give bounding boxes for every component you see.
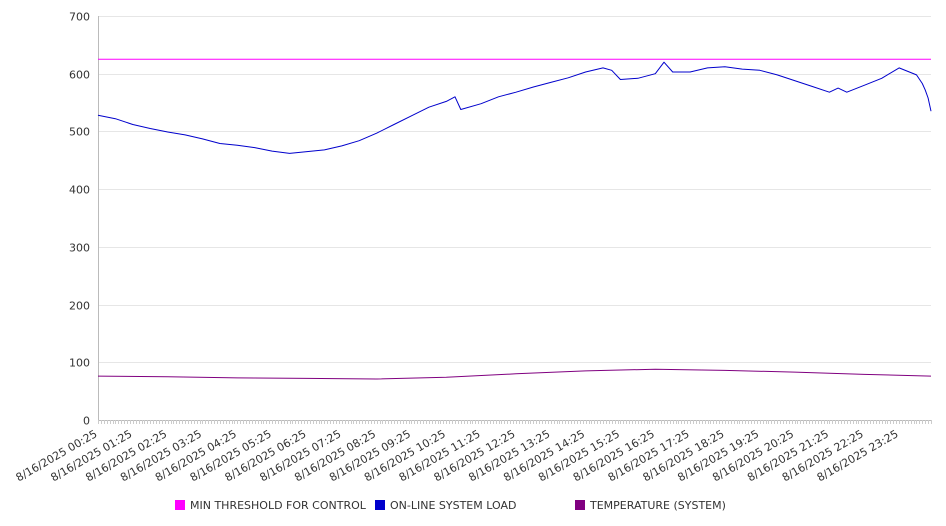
gridlines [98,16,931,363]
x-axis: 8/16/2025 00:258/16/2025 01:258/16/2025 … [14,420,932,484]
y-axis: 0 100 200 300 400 500 600 700 [69,11,99,428]
y-tick-label: 0 [83,415,90,428]
y-tick-label: 400 [69,184,90,197]
y-tick-label: 300 [69,242,90,255]
legend-label: ON-LINE SYSTEM LOAD [390,499,516,512]
legend-label: TEMPERATURE (SYSTEM) [589,499,726,512]
legend-swatch [575,500,585,510]
y-tick-label: 100 [69,357,90,370]
y-tick-label: 600 [69,69,90,82]
legend-swatch [175,500,185,510]
legend: MIN THRESHOLD FOR CONTROL ON-LINE SYSTEM … [175,499,726,512]
legend-swatch [375,500,385,510]
y-tick-label: 700 [69,11,90,24]
y-tick-label: 500 [69,126,90,139]
legend-label: MIN THRESHOLD FOR CONTROL [190,499,367,512]
y-tick-label: 200 [69,300,90,313]
series-line-2 [97,61,932,154]
series-line-3 [97,368,932,380]
series-lines [97,58,932,380]
